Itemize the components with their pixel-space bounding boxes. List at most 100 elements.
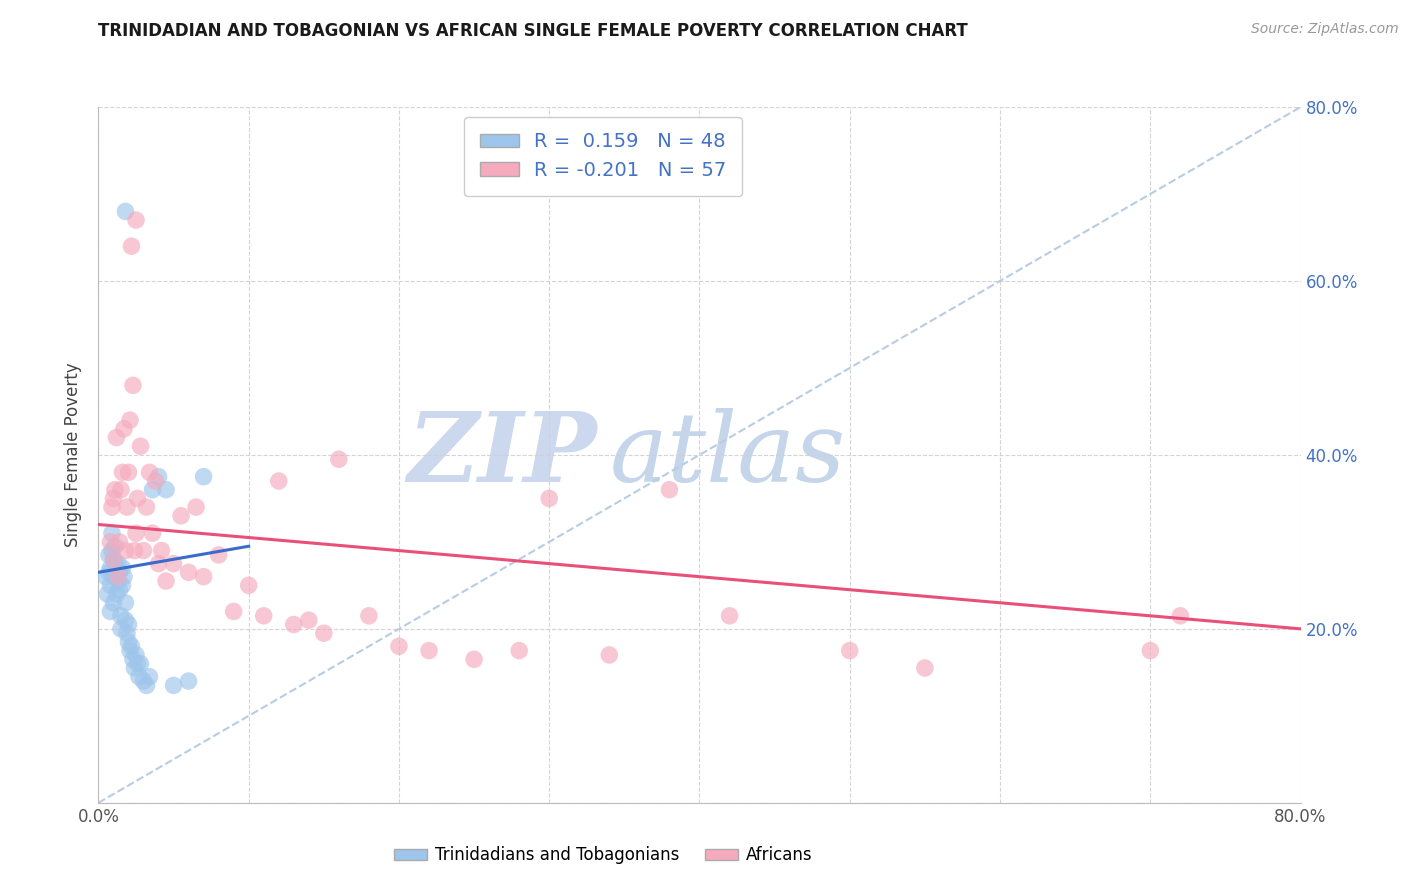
Point — [118, 643, 141, 657]
Point — [118, 413, 141, 427]
Point — [108, 566, 131, 580]
Point — [177, 566, 200, 580]
Point — [135, 678, 157, 692]
Point — [107, 574, 129, 588]
Point — [108, 582, 131, 597]
Point — [114, 204, 136, 219]
Point — [150, 543, 173, 558]
Point — [103, 552, 125, 566]
Point — [388, 639, 411, 653]
Legend: Trinidadians and Tobagonians, Africans: Trinidadians and Tobagonians, Africans — [387, 839, 820, 871]
Point — [418, 643, 440, 657]
Point — [100, 561, 122, 575]
Point — [208, 548, 231, 562]
Point — [312, 626, 335, 640]
Point — [162, 678, 184, 692]
Point — [132, 674, 155, 689]
Point — [105, 587, 128, 601]
Point — [97, 548, 120, 562]
Point — [267, 474, 290, 488]
Y-axis label: Single Female Poverty: Single Female Poverty — [65, 363, 83, 547]
Point — [463, 652, 485, 666]
Point — [141, 526, 163, 541]
Point — [103, 570, 125, 584]
Point — [184, 500, 207, 514]
Point — [193, 469, 215, 483]
Point — [141, 483, 163, 497]
Point — [155, 574, 177, 588]
Point — [100, 534, 122, 549]
Point — [108, 534, 131, 549]
Point — [96, 587, 118, 601]
Point — [111, 561, 134, 575]
Point — [100, 578, 122, 592]
Point — [103, 596, 125, 610]
Text: ZIP: ZIP — [408, 408, 598, 502]
Point — [105, 570, 128, 584]
Point — [1139, 643, 1161, 657]
Point — [117, 466, 139, 480]
Point — [222, 605, 245, 619]
Point — [298, 613, 321, 627]
Point — [101, 500, 124, 514]
Point — [114, 543, 136, 558]
Text: atlas: atlas — [609, 408, 845, 502]
Point — [107, 570, 129, 584]
Point — [100, 605, 122, 619]
Point — [357, 608, 380, 623]
Point — [129, 657, 152, 671]
Point — [104, 483, 127, 497]
Point — [110, 608, 132, 623]
Point — [238, 578, 260, 592]
Point — [104, 557, 127, 571]
Point — [132, 543, 155, 558]
Point — [538, 491, 561, 506]
Point — [148, 557, 170, 571]
Point — [115, 626, 138, 640]
Point — [122, 652, 145, 666]
Point — [177, 674, 200, 689]
Point — [111, 578, 134, 592]
Point — [1170, 608, 1192, 623]
Point — [121, 639, 143, 653]
Point — [115, 500, 138, 514]
Point — [145, 474, 167, 488]
Point — [127, 491, 149, 506]
Point — [97, 566, 120, 580]
Point — [148, 469, 170, 483]
Point — [112, 422, 135, 436]
Point — [914, 661, 936, 675]
Point — [598, 648, 620, 662]
Point — [103, 491, 125, 506]
Text: TRINIDADIAN AND TOBAGONIAN VS AFRICAN SINGLE FEMALE POVERTY CORRELATION CHART: TRINIDADIAN AND TOBAGONIAN VS AFRICAN SI… — [98, 22, 969, 40]
Point — [508, 643, 530, 657]
Point — [162, 557, 184, 571]
Point — [117, 635, 139, 649]
Point — [129, 439, 152, 453]
Point — [117, 617, 139, 632]
Point — [328, 452, 350, 467]
Point — [283, 617, 305, 632]
Point — [101, 543, 124, 558]
Point — [155, 483, 177, 497]
Point — [193, 570, 215, 584]
Point — [658, 483, 681, 497]
Point — [114, 613, 136, 627]
Point — [124, 661, 146, 675]
Point — [125, 213, 148, 227]
Point — [112, 570, 135, 584]
Point — [111, 466, 134, 480]
Point — [170, 508, 193, 523]
Point — [138, 670, 160, 684]
Point — [121, 239, 143, 253]
Point — [125, 526, 148, 541]
Point — [110, 483, 132, 497]
Point — [127, 657, 149, 671]
Point — [110, 622, 132, 636]
Point — [114, 596, 136, 610]
Point — [838, 643, 860, 657]
Point — [128, 670, 150, 684]
Point — [105, 431, 128, 445]
Point — [124, 543, 146, 558]
Point — [107, 557, 129, 571]
